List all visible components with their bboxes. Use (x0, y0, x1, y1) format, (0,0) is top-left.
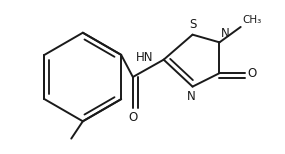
Text: N: N (221, 27, 229, 40)
Text: N: N (187, 90, 196, 103)
Text: HN: HN (136, 51, 153, 64)
Text: CH₃: CH₃ (243, 15, 262, 25)
Text: S: S (189, 18, 196, 31)
Text: O: O (128, 111, 137, 124)
Text: O: O (247, 67, 257, 80)
